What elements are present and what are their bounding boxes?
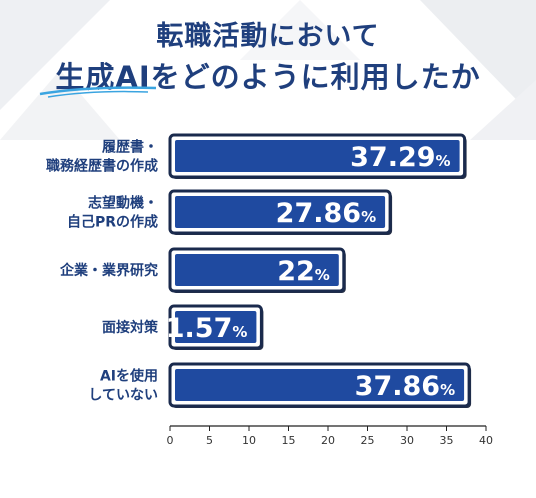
x-tick-label: 35: [440, 434, 454, 447]
value-unit: %: [440, 381, 455, 399]
value-number: 37.86: [355, 371, 440, 402]
bar-value-label: 37.29%: [350, 142, 450, 173]
bar: [175, 369, 465, 401]
x-tick-label: 25: [361, 434, 375, 447]
x-tick-label: 0: [167, 434, 174, 447]
x-tick-label: 30: [400, 434, 414, 447]
value-unit: %: [232, 323, 247, 341]
title-underline-swoosh: [39, 86, 157, 98]
category-label: 企業・業界研究: [59, 262, 158, 279]
bar-value-label: 27.86%: [276, 198, 376, 229]
category-label: 面接対策: [102, 319, 159, 336]
x-tick-label: 10: [242, 434, 256, 447]
category-label: していない: [88, 388, 158, 404]
chart-title-line-1: 転職活動において: [156, 21, 380, 52]
category-label: AIを使用: [100, 368, 158, 385]
value-unit: %: [436, 152, 451, 170]
category-label: 自己PRの作成: [67, 214, 158, 231]
category-label: 履歴書・: [102, 139, 158, 156]
bar: [175, 311, 257, 343]
value-number: 11.57: [147, 313, 232, 344]
category-label: 職務経歴書の作成: [46, 158, 158, 175]
value-number: 37.29: [350, 142, 435, 173]
value-unit: %: [361, 208, 376, 226]
category-label: 志望動機・: [88, 195, 158, 212]
x-tick-label: 15: [282, 434, 296, 447]
bar: [175, 254, 339, 286]
background-geometric-pattern: [0, 0, 536, 140]
x-tick-label: 5: [206, 434, 213, 447]
bar-value-label: 37.86%: [355, 371, 455, 402]
bar: [175, 140, 460, 172]
value-number: 22: [277, 256, 315, 287]
value-number: 27.86: [276, 198, 361, 229]
bar-value-label: 22%: [277, 256, 330, 287]
bar-value-label: 11.57%: [147, 313, 247, 344]
bar: [175, 196, 386, 228]
value-unit: %: [315, 266, 330, 284]
x-tick-label: 20: [321, 434, 335, 447]
x-tick-label: 40: [479, 434, 493, 447]
